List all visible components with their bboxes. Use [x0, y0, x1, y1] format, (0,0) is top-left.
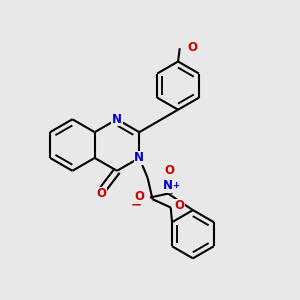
- Text: N: N: [163, 179, 173, 192]
- Text: N: N: [112, 113, 122, 126]
- Text: O: O: [134, 190, 144, 203]
- Text: O: O: [97, 188, 106, 200]
- Text: O: O: [174, 199, 184, 212]
- Text: −: −: [130, 198, 142, 211]
- Text: O: O: [187, 41, 197, 54]
- Text: N: N: [134, 152, 144, 164]
- Text: O: O: [165, 164, 175, 177]
- Text: +: +: [172, 181, 179, 190]
